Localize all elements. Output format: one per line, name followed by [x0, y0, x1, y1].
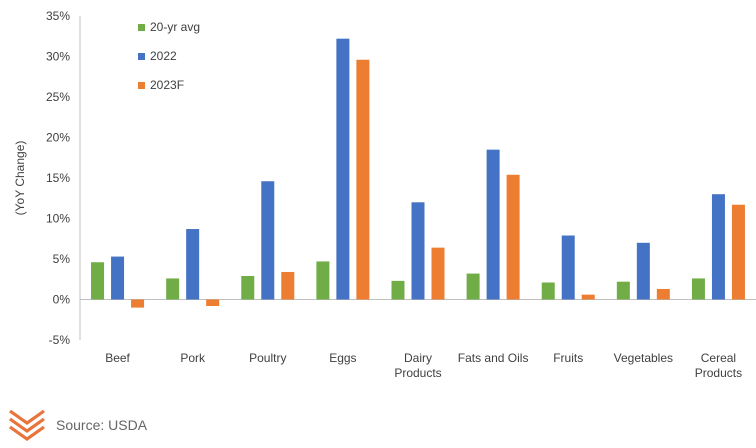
category-label: Poultry [249, 351, 286, 365]
category-label: Dairy Products [394, 351, 441, 380]
category-label: Eggs [329, 351, 356, 365]
category-label: Fruits [553, 351, 583, 365]
bar [541, 282, 555, 300]
bar [186, 229, 200, 300]
footer: Source: USDA [8, 408, 147, 442]
bar [486, 149, 500, 300]
legend-label: 2023F [150, 78, 184, 92]
bar [111, 256, 125, 300]
y-tick-label: 25% [46, 90, 70, 104]
bar [91, 262, 105, 300]
bar [166, 278, 180, 300]
bar [431, 247, 445, 300]
bar [656, 288, 670, 300]
bar [391, 280, 405, 300]
y-tick-label: 0% [53, 293, 71, 307]
bar [206, 299, 220, 306]
y-axis-title: (YoY Change) [13, 141, 27, 216]
y-tick-label: 20% [46, 131, 70, 145]
category-label: Beef [105, 351, 130, 365]
bar [281, 271, 295, 300]
category-label: Cereal Products [695, 351, 742, 380]
legend-swatch [138, 24, 145, 31]
bar [356, 59, 370, 300]
bar [581, 294, 595, 300]
bar-chart: -5% 0% 5% 10% 15% 20% 25% 30% 35% (YoY Change) Bee… [13, 9, 756, 380]
bar [316, 261, 330, 300]
legend-swatch [138, 82, 145, 89]
bar [731, 204, 745, 300]
bar [261, 181, 275, 300]
legend-label: 20-yr avg [150, 20, 200, 34]
bar [691, 278, 705, 300]
y-tick-label: 10% [46, 212, 70, 226]
legend-swatch [138, 53, 145, 60]
bar [336, 38, 350, 300]
bar [411, 202, 425, 300]
y-tick-label: 15% [46, 171, 70, 185]
legend-label: 2022 [150, 49, 177, 63]
y-tick-label: 30% [46, 50, 70, 64]
bar [506, 174, 520, 300]
category-label: Pork [180, 351, 206, 365]
bar [131, 299, 145, 308]
bar [241, 276, 255, 300]
chevron-stack-logo-icon [9, 409, 45, 441]
category-label: Fats and Oils [458, 351, 529, 365]
bar [711, 194, 725, 300]
y-tick-label: 35% [46, 9, 70, 23]
bar [636, 242, 650, 300]
bar [466, 273, 480, 300]
bar [561, 235, 575, 300]
y-tick-label: 5% [53, 252, 71, 266]
category-label: Vegetables [614, 351, 673, 365]
bar [616, 281, 630, 300]
source-label: Source: USDA [56, 417, 148, 433]
y-tick-label: -5% [49, 333, 71, 347]
